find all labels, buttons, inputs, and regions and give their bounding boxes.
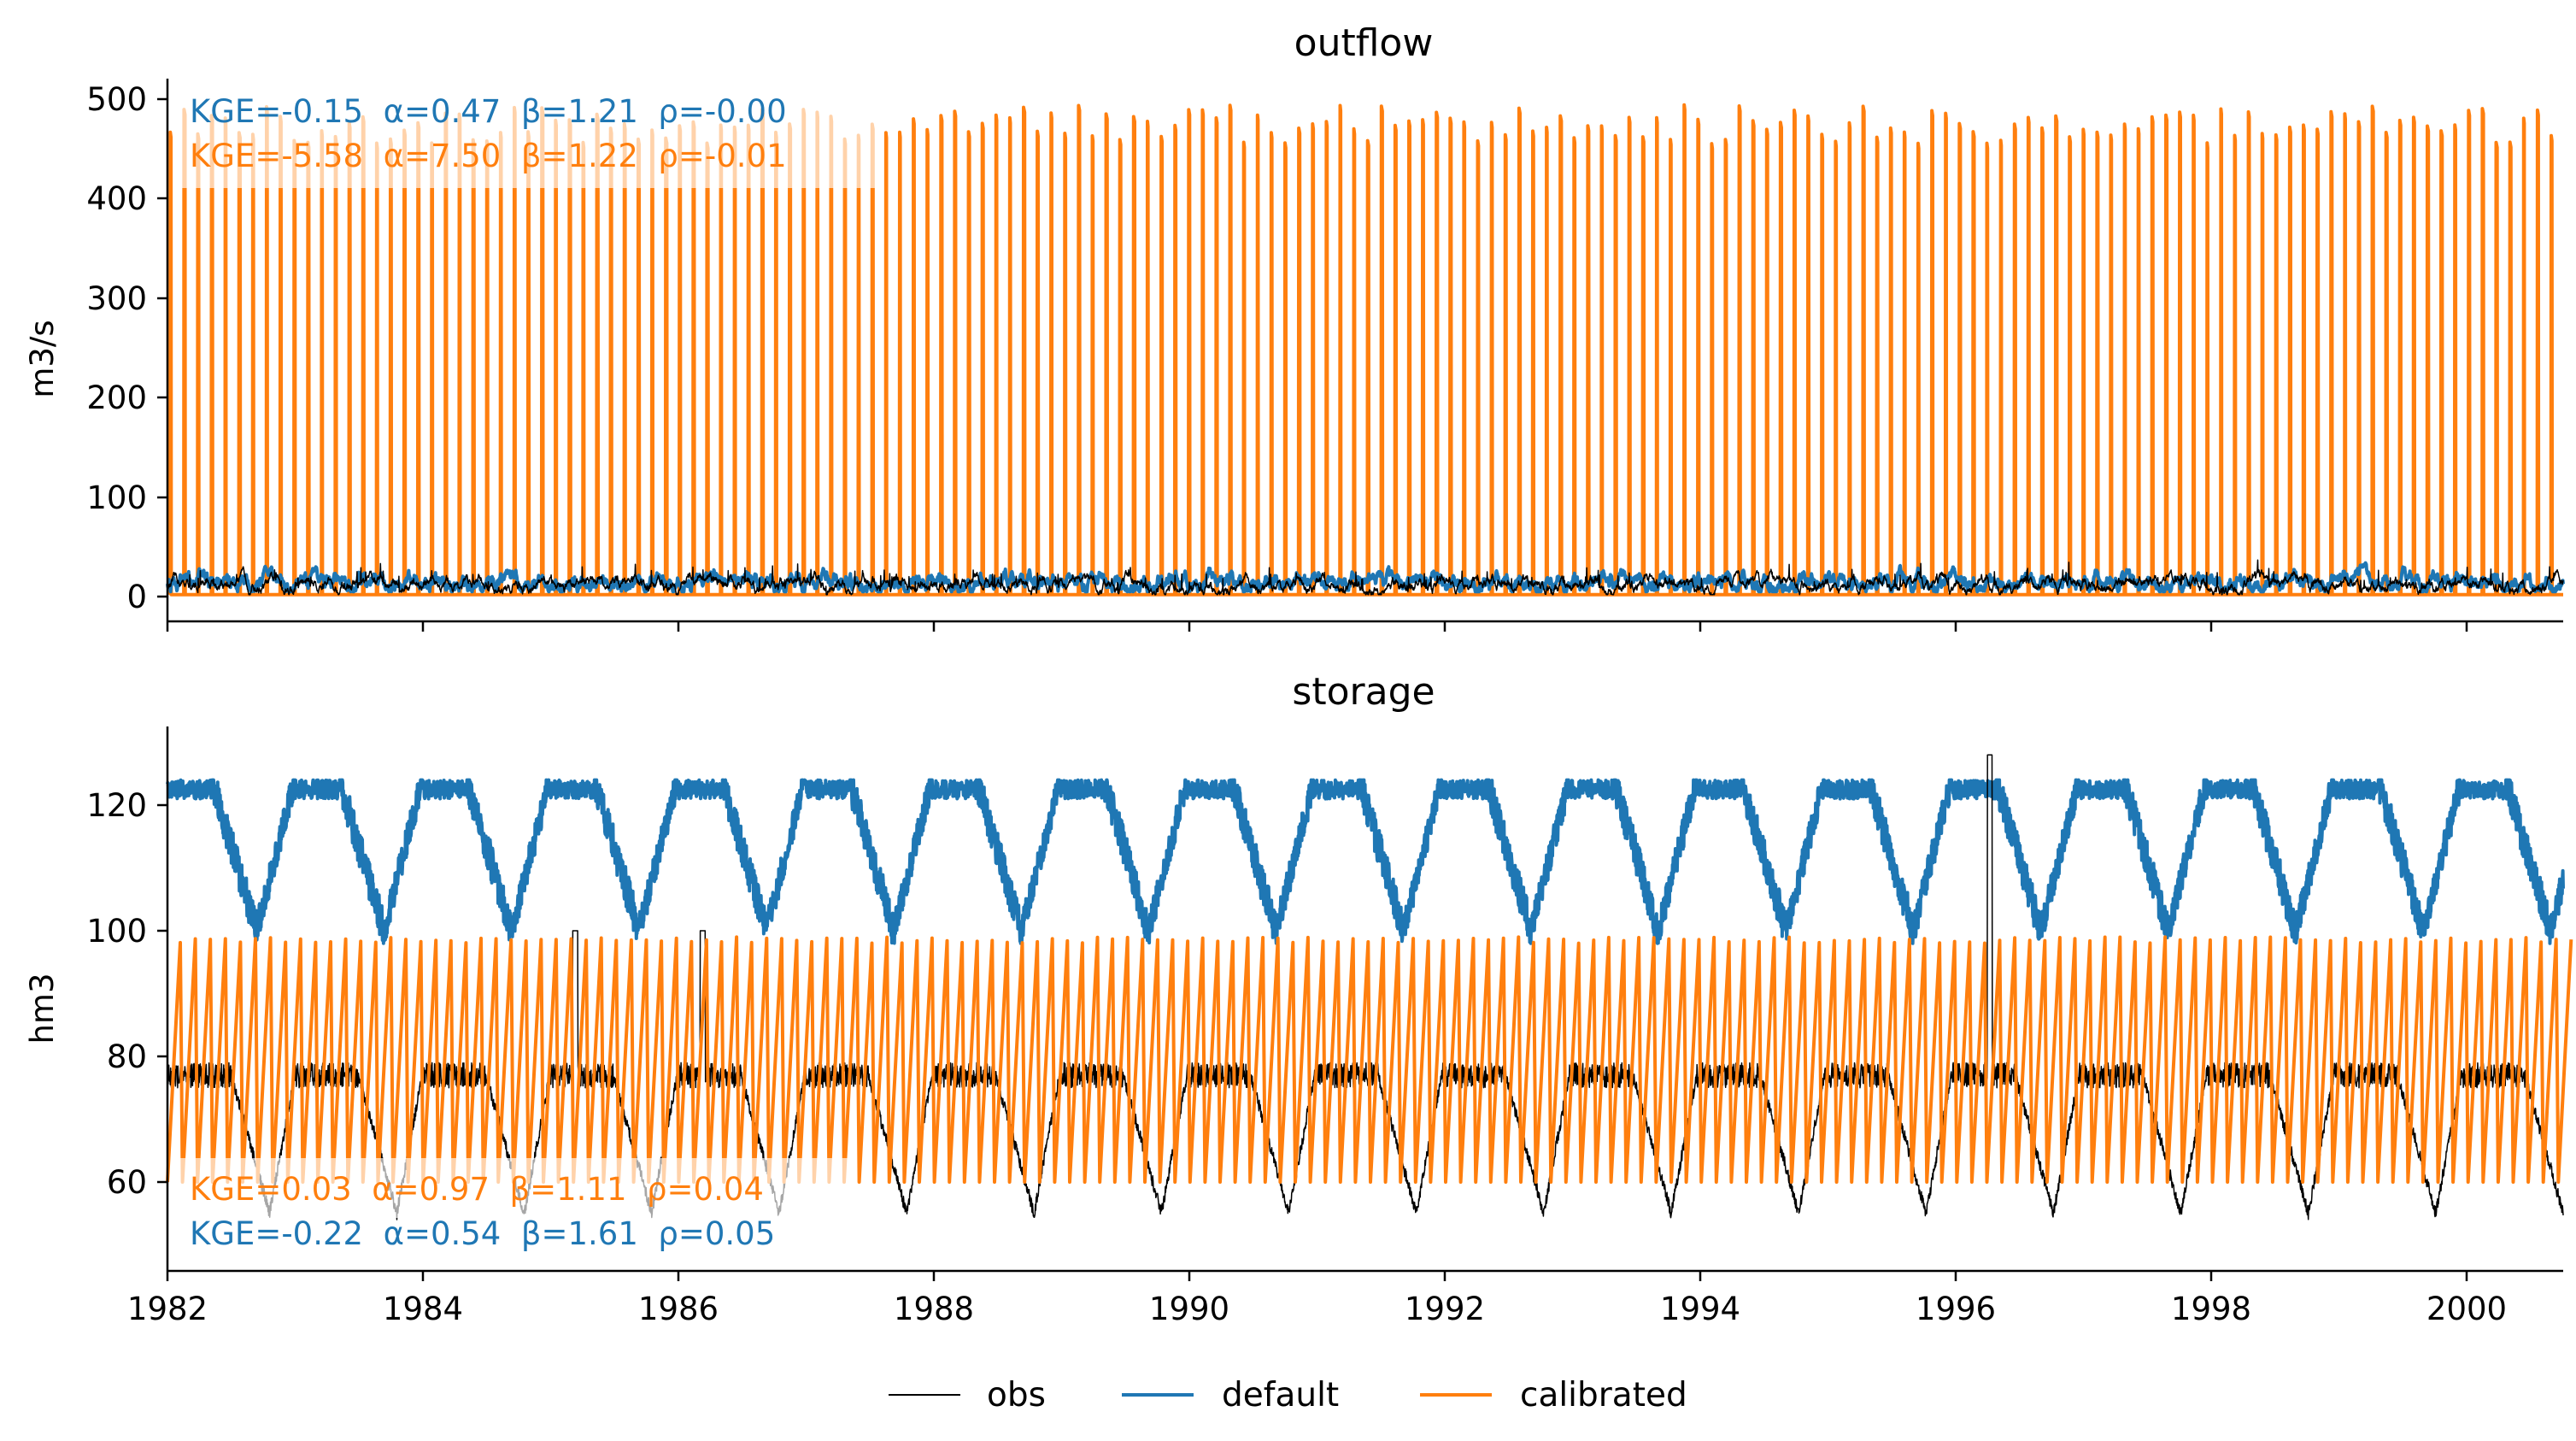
outflow-ytick-label: 0 [126, 579, 147, 615]
storage-xtick-label: 1992 [1405, 1291, 1485, 1327]
outflow-title: outflow [1294, 21, 1434, 65]
outflow-ylabel: m3/s [24, 320, 61, 397]
storage-xtick-label: 1984 [383, 1291, 463, 1327]
outflow-panel: outflow m3/s KGE=-0.15 α=0.47 β=1.21 ρ=-… [24, 21, 2565, 632]
legend-label-calibrated: calibrated [1520, 1376, 1687, 1415]
storage-series-default [166, 778, 2565, 945]
outflow-stats-default: KGE=-0.15 α=0.47 β=1.21 ρ=-0.00 [190, 93, 787, 130]
legend-label-default: default [1222, 1376, 1339, 1415]
outflow-plot-area [166, 103, 2565, 597]
storage-ytick-label: 120 [86, 787, 147, 824]
storage-ytick-label: 60 [107, 1164, 147, 1201]
outflow-ytick-label: 400 [86, 180, 147, 217]
storage-panel: storage hm3 KGE=0.03 α=0.97 β=1.11 ρ=0.0… [24, 670, 2573, 1327]
storage-stats-calibrated: KGE=0.03 α=0.97 β=1.11 ρ=0.04 [190, 1171, 764, 1208]
storage-ytick-label: 80 [107, 1038, 147, 1075]
legend: obs default calibrated [889, 1376, 1687, 1415]
storage-title: storage [1292, 670, 1435, 714]
storage-xtick-label: 1996 [1916, 1291, 1996, 1327]
outflow-stats-calibrated: KGE=-5.58 α=7.50 β=1.22 ρ=-0.01 [190, 138, 787, 174]
outflow-x-ticks [166, 621, 2468, 632]
outflow-y-ticks: 0 100 200 300 400 500 [86, 81, 167, 615]
outflow-stats: KGE=-0.15 α=0.47 β=1.21 ρ=-0.00 KGE=-5.5… [179, 85, 876, 188]
outflow-ytick-label: 200 [86, 379, 147, 416]
storage-xtick-label: 1982 [127, 1291, 208, 1327]
storage-xtick-label: 2000 [2426, 1291, 2507, 1327]
outflow-line-obs [167, 559, 2564, 596]
outflow-ytick-label: 100 [86, 479, 147, 516]
outflow-series-obs [167, 559, 2564, 596]
outflow-ytick-label: 500 [86, 81, 147, 118]
storage-stats-default: KGE=-0.22 α=0.54 β=1.61 ρ=0.05 [190, 1215, 775, 1252]
storage-ylabel: hm3 [24, 973, 61, 1044]
outflow-ytick-label: 300 [86, 280, 147, 317]
legend-label-obs: obs [987, 1376, 1046, 1415]
storage-x-ticks: 1982 1984 1986 1988 1990 1992 1994 1996 … [127, 1271, 2507, 1327]
storage-line-default [166, 778, 2565, 945]
storage-xtick-label: 1986 [638, 1291, 719, 1327]
outflow-stats-background [179, 85, 876, 188]
storage-stats-background [179, 1158, 850, 1218]
storage-ytick-label: 100 [86, 913, 147, 950]
storage-plot-area [166, 754, 2573, 1220]
storage-line-calibrated [166, 935, 2573, 1184]
storage-series-obs [167, 754, 2564, 1220]
storage-xtick-label: 1998 [2171, 1291, 2251, 1327]
storage-xtick-label: 1990 [1149, 1291, 1229, 1327]
storage-series-calibrated [166, 935, 2573, 1184]
storage-stats: KGE=0.03 α=0.97 β=1.11 ρ=0.04 KGE=-0.22 … [179, 1158, 850, 1252]
storage-line-obs [167, 754, 2564, 1220]
storage-xtick-label: 1988 [894, 1291, 974, 1327]
storage-y-ticks: 60 80 100 120 [86, 787, 167, 1201]
storage-xtick-label: 1994 [1660, 1291, 1740, 1327]
